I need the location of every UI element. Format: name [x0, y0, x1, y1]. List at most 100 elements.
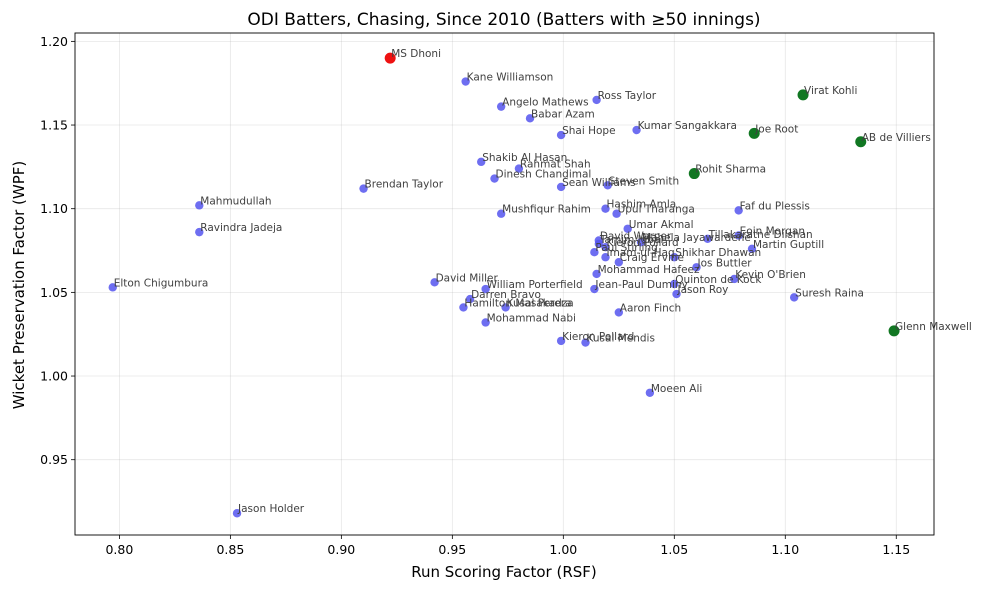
point-label: Jean-Paul Duminy [594, 279, 687, 291]
data-point [734, 231, 743, 240]
data-point [556, 182, 566, 192]
point-label: Hashim Amla [606, 199, 676, 211]
point-label: Jos Buttler [696, 257, 752, 269]
data-point [730, 274, 739, 284]
point-label: Steven Smith [609, 175, 680, 187]
data-point [459, 303, 468, 312]
point-label: David Warner [600, 230, 672, 242]
point-label: MS Dhoni [391, 48, 441, 60]
y-tick-label: 1.15 [40, 118, 68, 133]
data-points [108, 52, 900, 518]
point-label: Shikhar Dhawan [675, 247, 761, 259]
data-point [590, 284, 599, 294]
data-point [594, 239, 604, 249]
data-point [789, 293, 799, 302]
y-axis-label: Wicket Preservation Factor (WPF) [10, 161, 28, 409]
plot-frame [74, 32, 935, 536]
point-label: Virat Kohli [804, 85, 857, 97]
x-tick-label: 1.15 [882, 542, 910, 557]
data-point [592, 269, 601, 279]
y-tick-label: 1.00 [40, 369, 68, 384]
point-label: Shakib Al Hasan [482, 152, 567, 164]
point-label: Mohammad Hafeez [598, 264, 700, 276]
data-point [614, 258, 624, 267]
data-point [797, 89, 809, 101]
data-point [636, 237, 646, 247]
y-tick-label: 1.20 [40, 34, 68, 49]
point-label: Sean Williams [562, 177, 636, 189]
point-label: Darren Bravo [471, 289, 541, 301]
point-label: AB de Villiers [862, 132, 931, 144]
data-point [670, 253, 679, 262]
point-label: William Porterfield [487, 279, 583, 291]
data-point [672, 289, 681, 299]
data-point [496, 209, 506, 218]
point-label: Ross Taylor [598, 90, 657, 102]
point-label: Mohammad Nabi [487, 312, 576, 324]
point-label: Faf du Plessis [740, 200, 810, 212]
point-label: Ravindra Jadeja [200, 222, 282, 234]
point-label: Martin Guptill [753, 239, 824, 251]
data-point [496, 102, 506, 111]
point-label: Mahmudullah [200, 195, 271, 207]
data-point [195, 227, 204, 237]
data-point [556, 336, 566, 346]
point-label: Dinesh Chandimal [496, 169, 592, 181]
y-tick-label: 0.95 [40, 452, 68, 467]
data-point [614, 308, 624, 317]
data-point [592, 95, 601, 105]
data-point [195, 201, 204, 210]
point-label: Moeen Ali [651, 383, 702, 395]
data-point [384, 52, 396, 64]
point-label: Craig Ervine [620, 252, 684, 264]
data-point [581, 338, 590, 347]
point-label: Mahela Jayawardene [642, 232, 751, 244]
data-point [632, 125, 641, 135]
axis-ticks: 0.80 0.85 0.90 0.95 1.00 1.05 1.10 1.15 0.95 1.00… [40, 34, 910, 557]
point-label: Brendan Taylor [365, 179, 444, 191]
data-point [734, 206, 743, 215]
point-label: David Miller [436, 272, 499, 284]
data-point [490, 174, 499, 183]
point-label: Rahmat Shah [520, 159, 591, 171]
point-label: Aaron Finch [620, 302, 681, 314]
point-label: Quinton de Kock [675, 274, 762, 286]
data-point [612, 209, 621, 218]
x-tick-label: 0.90 [327, 542, 355, 557]
point-label: Kieron Pollard [562, 331, 634, 343]
data-point [501, 303, 510, 312]
point-label: Kieron Pollard [606, 237, 678, 249]
point-label: Glenn Maxwell [895, 321, 972, 333]
point-label: Umar Akmal [629, 219, 694, 231]
point-label: Kumar Sangakkara [638, 120, 737, 132]
point-labels: MS Dhoni Virat Kohli Joe Root AB de Villier… [114, 48, 972, 515]
data-point [692, 263, 701, 272]
data-point [108, 283, 117, 292]
data-point [481, 318, 490, 327]
point-label: Rohit Sharma [695, 164, 766, 176]
data-point [747, 244, 757, 254]
data-point [481, 284, 490, 294]
data-point [359, 184, 368, 193]
data-point [590, 248, 599, 257]
point-label: Babar Azam [531, 108, 595, 120]
x-tick-label: 0.95 [438, 542, 466, 557]
y-tick-label: 1.10 [40, 201, 68, 216]
data-point [514, 164, 524, 173]
data-point [601, 253, 610, 262]
x-axis-label: Run Scoring Factor (RSF) [411, 563, 597, 581]
point-label: Tamim Iqbal [599, 234, 664, 246]
data-point [430, 278, 439, 287]
x-tick-label: 1.00 [549, 542, 577, 557]
point-label: Kusal Mendis [587, 333, 655, 345]
data-point [601, 242, 610, 252]
data-point [748, 127, 760, 139]
y-tick-label: 1.05 [40, 285, 68, 300]
data-point [603, 181, 612, 190]
data-point [645, 388, 655, 397]
data-point [232, 509, 242, 518]
point-label: Paul Stirling [595, 242, 657, 254]
data-point [688, 168, 700, 180]
point-label: Angelo Mathews [502, 97, 588, 109]
